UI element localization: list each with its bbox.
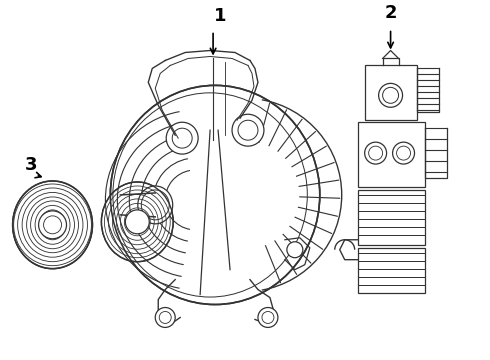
Circle shape — [392, 142, 415, 164]
Circle shape — [287, 242, 303, 258]
Circle shape — [39, 211, 67, 239]
Circle shape — [155, 307, 175, 328]
Text: 2: 2 — [384, 4, 397, 22]
FancyBboxPatch shape — [358, 190, 425, 245]
Circle shape — [379, 84, 403, 107]
Circle shape — [365, 142, 387, 164]
FancyBboxPatch shape — [365, 66, 416, 120]
FancyBboxPatch shape — [358, 248, 425, 293]
Ellipse shape — [110, 85, 320, 305]
Circle shape — [232, 114, 264, 146]
Ellipse shape — [138, 186, 172, 224]
FancyBboxPatch shape — [358, 122, 425, 187]
Ellipse shape — [101, 182, 173, 262]
Circle shape — [258, 307, 278, 328]
Ellipse shape — [13, 181, 93, 269]
Text: 1: 1 — [214, 6, 226, 24]
Circle shape — [125, 210, 149, 234]
Circle shape — [166, 122, 198, 154]
Text: 3: 3 — [24, 156, 37, 174]
